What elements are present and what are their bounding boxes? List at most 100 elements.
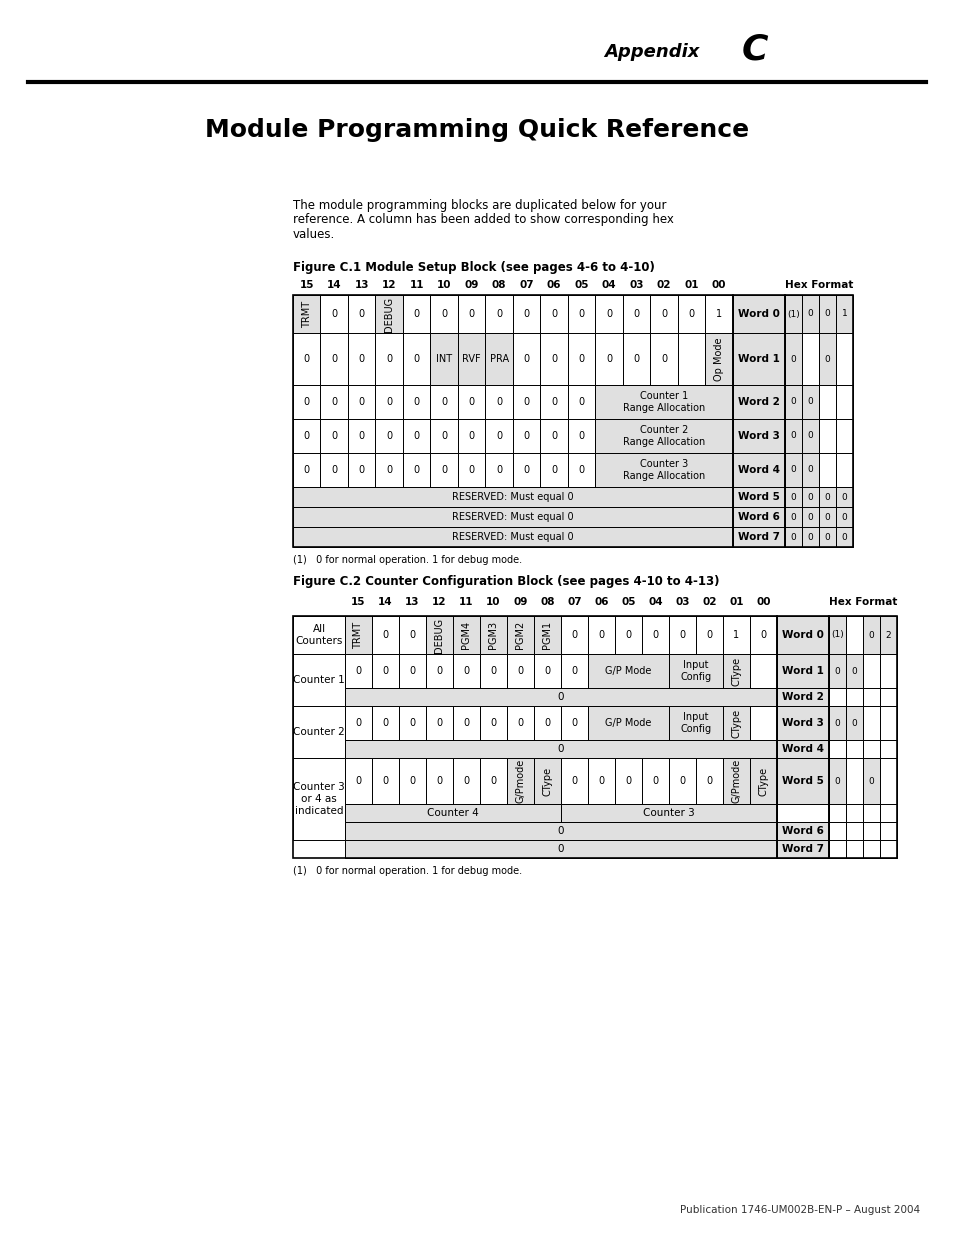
Bar (293, 295, 320, 333)
Text: 0: 0 (807, 513, 813, 521)
Text: 08: 08 (492, 280, 506, 290)
Text: Op Mode: Op Mode (714, 337, 723, 380)
Bar (540, 453, 567, 487)
Text: 0: 0 (868, 631, 874, 640)
Text: 0: 0 (331, 309, 337, 319)
Bar (485, 453, 513, 487)
Bar (587, 655, 668, 688)
Bar (879, 823, 896, 840)
Bar (293, 333, 320, 385)
Bar (513, 295, 540, 333)
Text: PGM1: PGM1 (542, 621, 552, 650)
Text: RESERVED: Must equal 0: RESERVED: Must equal 0 (452, 532, 573, 542)
Text: 0: 0 (823, 354, 829, 363)
Text: 0: 0 (571, 630, 577, 640)
Text: Input
Config: Input Config (679, 713, 711, 734)
Bar (732, 295, 784, 547)
Text: 0: 0 (551, 466, 557, 475)
Text: Publication 1746-UM002B-EN-P – August 2004: Publication 1746-UM002B-EN-P – August 20… (679, 1205, 919, 1215)
Bar (828, 840, 845, 858)
Text: 0: 0 (496, 431, 502, 441)
Text: 0: 0 (358, 396, 364, 408)
Text: 0: 0 (331, 396, 337, 408)
Text: 10: 10 (436, 280, 451, 290)
Text: 0: 0 (409, 776, 416, 785)
Bar (828, 758, 845, 804)
Text: 0: 0 (436, 718, 442, 727)
Bar (835, 385, 852, 419)
Bar (732, 385, 784, 419)
Bar (732, 453, 784, 487)
Text: 0: 0 (558, 844, 563, 853)
Bar (402, 419, 430, 453)
Bar (430, 295, 457, 333)
Text: 13: 13 (355, 280, 369, 290)
Text: 0: 0 (841, 532, 846, 541)
Text: 0: 0 (823, 493, 829, 501)
Bar (828, 688, 845, 706)
Text: 0: 0 (807, 532, 813, 541)
Bar (818, 295, 835, 333)
Bar (668, 758, 696, 804)
Bar (402, 385, 430, 419)
Text: 11: 11 (458, 597, 474, 606)
Bar (595, 453, 732, 487)
Text: reference. A column has been added to show corresponding hex: reference. A column has been added to sh… (293, 214, 673, 226)
Bar (668, 655, 722, 688)
Bar (348, 295, 375, 333)
Bar (293, 385, 320, 419)
Bar (567, 385, 595, 419)
Bar (879, 804, 896, 823)
Bar (595, 333, 622, 385)
Bar (293, 453, 320, 487)
Bar (595, 419, 732, 453)
Bar (587, 758, 615, 804)
Text: 0: 0 (517, 666, 523, 676)
Text: 0: 0 (490, 666, 497, 676)
Bar (293, 616, 345, 655)
Text: 0: 0 (558, 826, 563, 836)
Bar (828, 616, 896, 858)
Text: PRA: PRA (489, 354, 508, 364)
Text: 0: 0 (517, 718, 523, 727)
Bar (348, 453, 375, 487)
Text: 0: 0 (760, 630, 766, 640)
Bar (345, 706, 372, 740)
Text: All
Counters: All Counters (295, 624, 342, 646)
Bar (818, 527, 835, 547)
Bar (560, 706, 587, 740)
Bar (828, 804, 845, 823)
Bar (668, 706, 722, 740)
Bar (784, 487, 801, 508)
Bar (784, 508, 801, 527)
Bar (776, 616, 828, 655)
Text: 0: 0 (790, 466, 796, 474)
Bar (506, 655, 534, 688)
Text: 15: 15 (299, 280, 314, 290)
Text: The module programming blocks are duplicated below for your: The module programming blocks are duplic… (293, 199, 666, 211)
Bar (749, 758, 776, 804)
Text: 0: 0 (807, 310, 813, 319)
Text: Figure C.1 Module Setup Block (see pages 4-6 to 4-10): Figure C.1 Module Setup Block (see pages… (293, 262, 654, 274)
Text: 0: 0 (523, 309, 529, 319)
Bar (835, 333, 852, 385)
Bar (784, 385, 801, 419)
Bar (293, 527, 732, 547)
Text: 07: 07 (567, 597, 581, 606)
Text: 0: 0 (834, 667, 840, 676)
Text: 15: 15 (351, 597, 365, 606)
Text: 12: 12 (381, 280, 396, 290)
Bar (506, 616, 534, 655)
Text: 0: 0 (551, 431, 557, 441)
Text: 0: 0 (578, 431, 584, 441)
Text: Input
Config: Input Config (679, 661, 711, 682)
Text: 11: 11 (409, 280, 423, 290)
Bar (641, 616, 668, 655)
Bar (345, 823, 776, 840)
Text: 04: 04 (647, 597, 662, 606)
Text: 0: 0 (523, 466, 529, 475)
Text: 0: 0 (578, 396, 584, 408)
Text: INT: INT (436, 354, 452, 364)
Text: 0: 0 (358, 466, 364, 475)
Text: 1: 1 (733, 630, 739, 640)
